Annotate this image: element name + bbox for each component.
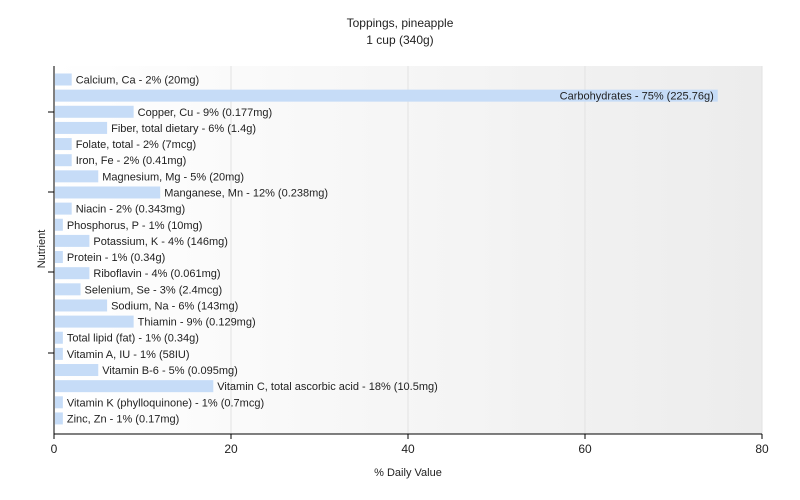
bar-label: Vitamin K (phylloquinone) - 1% (0.7mcg): [67, 397, 264, 409]
bar-label: Fiber, total dietary - 6% (1.4g): [111, 123, 256, 135]
bar-label: Thiamin - 9% (0.129mg): [138, 317, 256, 329]
bar-label: Potassium, K - 4% (146mg): [93, 236, 228, 248]
bar: [55, 396, 63, 409]
chart-title: Toppings, pineapple: [347, 16, 454, 30]
bar-label: Phosphorus, P - 1% (10mg): [67, 220, 203, 232]
chart-subtitle: 1 cup (340g): [366, 33, 433, 47]
bar: [55, 186, 161, 199]
x-tick-label: 20: [224, 442, 238, 456]
grid-lines: [230, 66, 763, 434]
bar-label: Folate, total - 2% (7mcg): [76, 139, 196, 151]
bar: [55, 89, 718, 102]
bar: [55, 380, 214, 393]
bar-label: Total lipid (fat) - 1% (0.34g): [67, 333, 199, 345]
bar: [55, 73, 72, 86]
x-axis-label: % Daily Value: [374, 467, 442, 479]
bar-label: Carbohydrates - 75% (225.76g): [560, 91, 714, 103]
bar-label: Vitamin B-6 - 5% (0.095mg): [102, 365, 238, 377]
bar-label: Iron, Fe - 2% (0.41mg): [76, 155, 187, 167]
bar-label: Protein - 1% (0.34g): [67, 252, 165, 264]
y-axis-label: Nutrient: [36, 230, 48, 269]
bar: [55, 315, 134, 328]
bar: [55, 412, 63, 425]
bar: [55, 218, 63, 231]
bar: [55, 299, 108, 312]
bar: [55, 331, 63, 344]
bar-label: Riboflavin - 4% (0.061mg): [93, 268, 220, 280]
bar: [55, 154, 72, 167]
x-tick-label: 40: [401, 442, 415, 456]
bar: [55, 121, 108, 134]
bar: [55, 202, 72, 215]
bars: [55, 73, 718, 425]
bar-label: Zinc, Zn - 1% (0.17mg): [67, 413, 179, 425]
bar: [55, 170, 99, 183]
x-tick-label: 0: [51, 442, 58, 456]
bar: [55, 105, 134, 118]
bar-label: Sodium, Na - 6% (143mg): [111, 300, 238, 312]
bar-label: Vitamin A, IU - 1% (58IU): [67, 349, 190, 361]
axes: 0 20 40 60 80: [48, 66, 769, 456]
bar: [55, 364, 99, 377]
bar-label: Magnesium, Mg - 5% (20mg): [102, 171, 244, 183]
bar: [55, 251, 63, 264]
bar: [55, 283, 81, 296]
bar-label: Calcium, Ca - 2% (20mg): [76, 75, 199, 87]
bar-label: Copper, Cu - 9% (0.177mg): [138, 107, 273, 119]
bar: [55, 138, 72, 151]
bar-labels: Calcium, Ca - 2% (20mg) Carbohydrates - 7…: [67, 75, 714, 426]
bar-label: Selenium, Se - 3% (2.4mcg): [85, 284, 223, 296]
bar: [55, 267, 90, 280]
bar: [55, 234, 90, 247]
bar: [55, 347, 63, 360]
x-tick-label: 80: [755, 442, 769, 456]
bar-label: Niacin - 2% (0.343mg): [76, 204, 185, 216]
bar-label: Manganese, Mn - 12% (0.238mg): [164, 187, 328, 199]
x-tick-label: 60: [578, 442, 592, 456]
bar-label: Vitamin C, total ascorbic acid - 18% (10…: [217, 381, 437, 393]
